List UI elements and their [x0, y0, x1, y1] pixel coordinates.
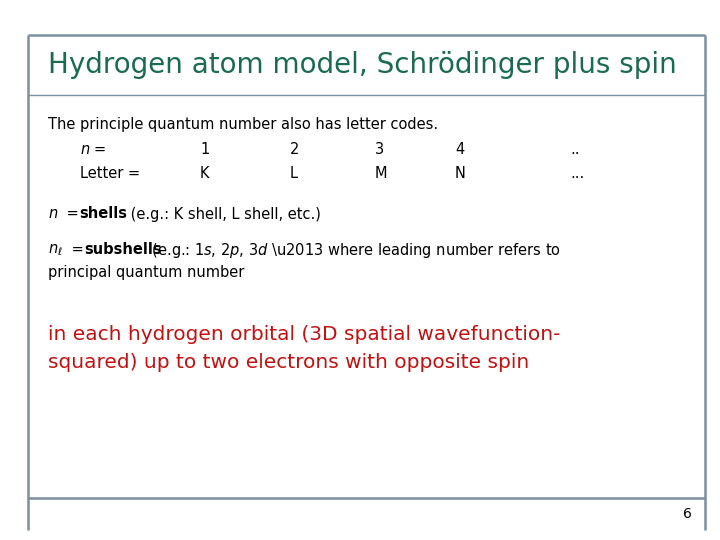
Text: 1: 1: [200, 143, 210, 158]
Text: shells: shells: [79, 206, 127, 221]
Text: (e.g.: K shell, L shell, etc.): (e.g.: K shell, L shell, etc.): [126, 206, 321, 221]
Text: principal quantum number: principal quantum number: [48, 265, 244, 280]
Text: ...: ...: [570, 166, 584, 181]
Text: =: =: [62, 206, 84, 221]
Text: =: =: [67, 242, 89, 258]
Text: 4: 4: [455, 143, 464, 158]
Text: ..: ..: [570, 143, 580, 158]
Text: (e.g.: 1$\mathit{s}$, 2$\mathit{p}$, 3$\mathit{d}$ \u2013 where leading number r: (e.g.: 1$\mathit{s}$, 2$\mathit{p}$, 3$\…: [147, 240, 561, 260]
Text: M: M: [375, 166, 387, 181]
Text: subshells: subshells: [84, 242, 161, 258]
Text: Hydrogen atom model, Schrödinger plus spin: Hydrogen atom model, Schrödinger plus sp…: [48, 51, 677, 79]
Text: L: L: [290, 166, 298, 181]
Text: $\mathit{n}_\ell$: $\mathit{n}_\ell$: [48, 242, 63, 258]
Text: N: N: [455, 166, 466, 181]
Text: $\mathit{n}$ =: $\mathit{n}$ =: [80, 143, 107, 158]
Text: The principle quantum number also has letter codes.: The principle quantum number also has le…: [48, 118, 438, 132]
Text: squared) up to two electrons with opposite spin: squared) up to two electrons with opposi…: [48, 353, 529, 372]
Text: $\mathit{n}$: $\mathit{n}$: [48, 206, 58, 221]
Text: Letter =: Letter =: [80, 166, 140, 181]
Text: 6: 6: [683, 507, 692, 521]
Text: 2: 2: [290, 143, 300, 158]
Text: 3: 3: [375, 143, 384, 158]
Text: K: K: [200, 166, 210, 181]
Text: in each hydrogen orbital (3D spatial wavefunction-: in each hydrogen orbital (3D spatial wav…: [48, 326, 560, 345]
